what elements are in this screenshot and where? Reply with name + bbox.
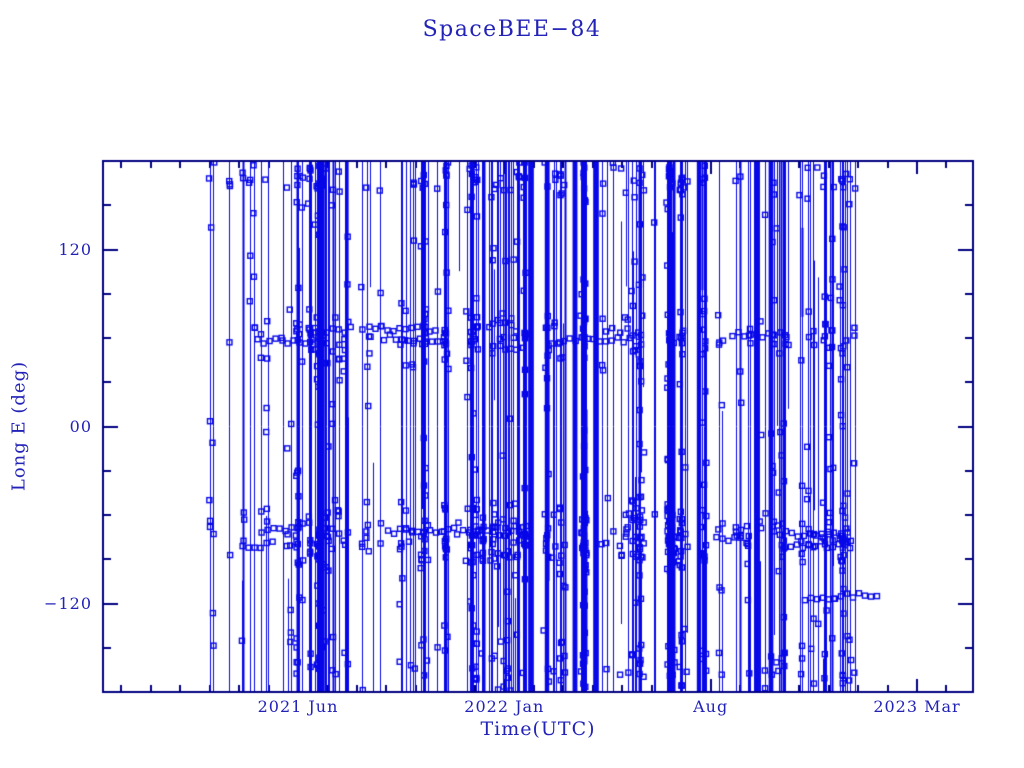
x-tick-label: Aug: [693, 697, 729, 716]
chart-title: SpaceBEE−84: [422, 17, 602, 42]
y-tick-label: 120: [58, 239, 92, 259]
x-tick-label: 2021 Jun: [257, 697, 339, 716]
x-tick-label: 2023 Mar: [873, 697, 961, 716]
y-tick-label: −120: [44, 593, 92, 613]
y-tick-label: 00: [69, 416, 92, 436]
x-axis-label: Time(UTC): [480, 718, 596, 740]
y-axis-label: Long E (deg): [8, 360, 30, 492]
x-tick-label: 2022 Jan: [464, 697, 545, 716]
